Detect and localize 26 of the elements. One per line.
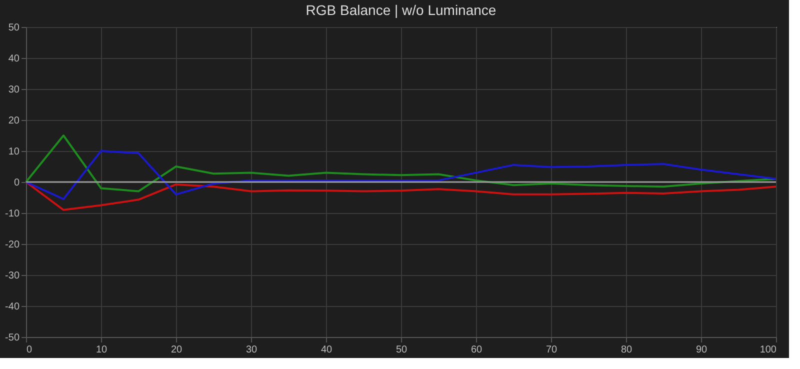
chart-title: RGB Balance | w/o Luminance [306, 2, 496, 18]
y-tick-label: -40 [5, 302, 20, 312]
x-tick-label: 20 [170, 344, 182, 356]
line-series [25, 134, 777, 192]
y-tick-label: 20 [8, 116, 20, 126]
x-tick-label: 80 [620, 344, 632, 356]
y-tick-label: 50 [8, 22, 20, 34]
y-tick-label: 40 [8, 54, 20, 64]
x-tick-label: 100 [760, 344, 777, 356]
y-tick-label: -50 [5, 332, 20, 344]
x-tick-label: 30 [246, 344, 258, 356]
x-tick-label: 0 [26, 344, 32, 356]
y-tick-label: 30 [8, 84, 20, 96]
line-series [25, 181, 777, 211]
y-tick-label: -30 [5, 270, 20, 282]
y-tick-label: 0 [14, 178, 20, 188]
y-tick-label: -20 [5, 240, 20, 250]
x-tick-label: 40 [320, 344, 332, 356]
line-series [25, 150, 777, 200]
x-tick-label: 50 [396, 344, 408, 356]
x-tick-label: 70 [546, 344, 558, 356]
x-tick-label: 90 [696, 344, 708, 356]
x-tick-label: 10 [96, 344, 108, 356]
y-tick-label: 10 [8, 146, 20, 158]
x-tick-label: 60 [470, 344, 482, 356]
y-tick-label: -10 [5, 208, 20, 220]
